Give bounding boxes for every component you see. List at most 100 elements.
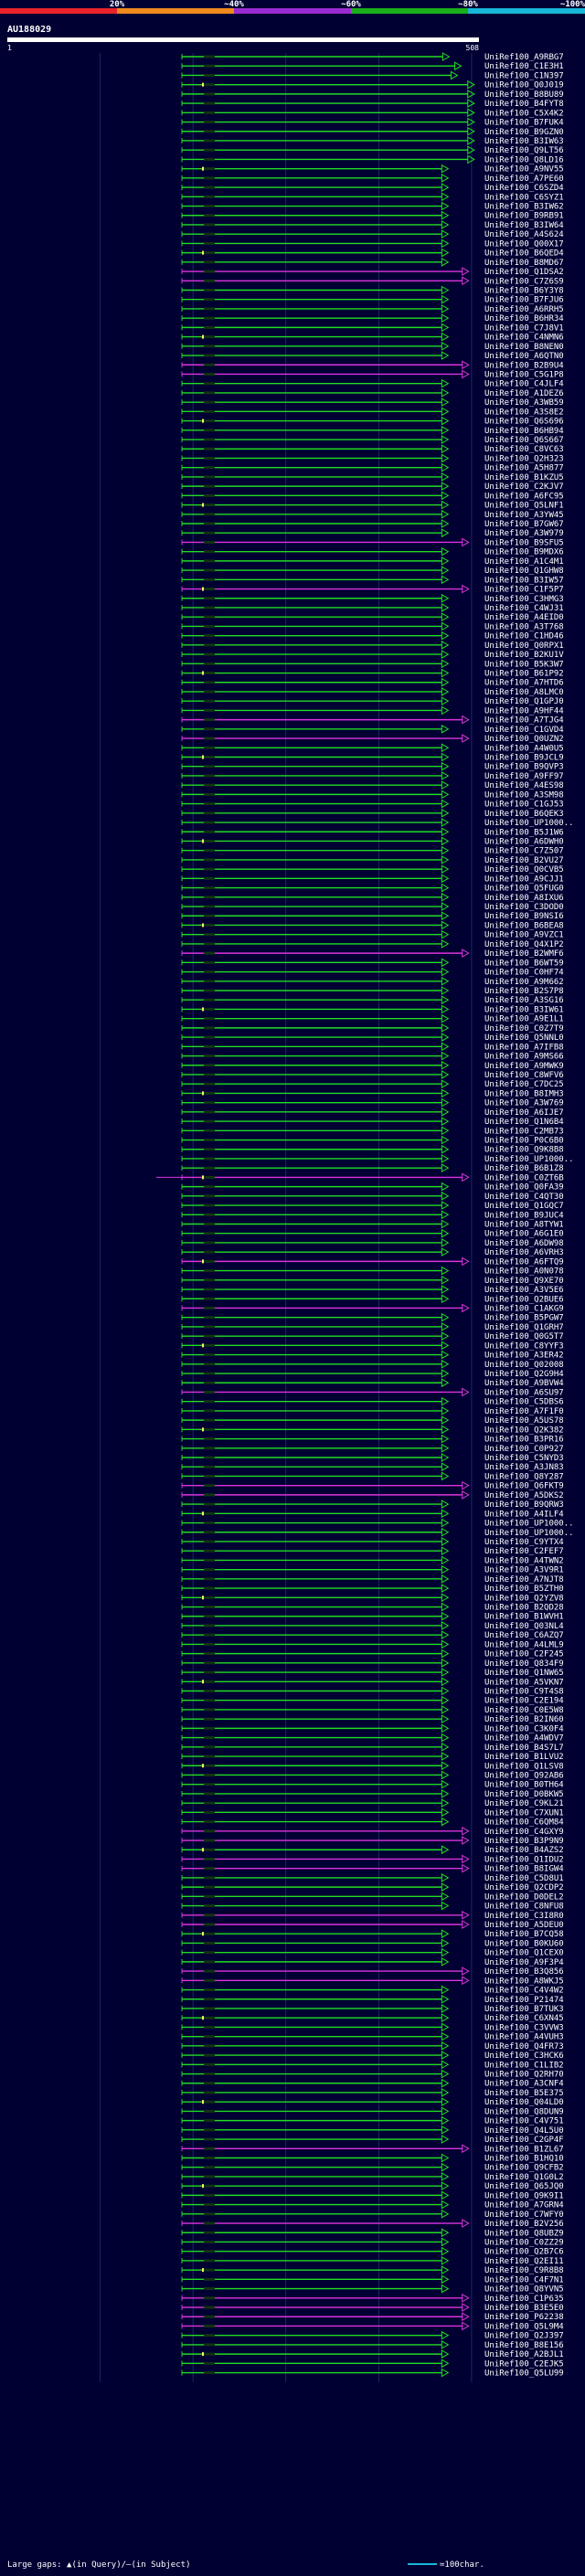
hit-label[interactable]: UniRef100_D0BKW5 xyxy=(484,1790,564,1799)
hit-row[interactable] xyxy=(181,248,450,258)
hit-row[interactable] xyxy=(181,2190,450,2200)
hit-row[interactable] xyxy=(181,1434,450,1444)
hit-label[interactable]: UniRef100_C0ZZ29 xyxy=(484,2238,564,2247)
hit-row[interactable] xyxy=(181,1537,450,1546)
hit-label[interactable]: UniRef100_Q1G0L2 xyxy=(484,2173,564,2182)
hit-row[interactable] xyxy=(181,1490,470,1500)
hit-label[interactable]: UniRef100_B2WMF6 xyxy=(484,949,564,959)
hit-row[interactable] xyxy=(181,1845,450,1855)
hit-label[interactable]: UniRef100_UP1000.. xyxy=(484,1529,574,1538)
hit-label[interactable]: UniRef100_A5DEU0 xyxy=(484,1921,564,1930)
hit-label[interactable]: UniRef100_UP1000.. xyxy=(484,1520,574,1529)
hit-row[interactable] xyxy=(181,546,450,557)
hit-row[interactable] xyxy=(181,2246,450,2256)
hit-row[interactable] xyxy=(181,1331,450,1341)
hit-row[interactable] xyxy=(181,1695,450,1705)
hit-label[interactable]: UniRef100_Q6FKT9 xyxy=(484,1482,564,1491)
hit-label[interactable]: UniRef100_A8TYW1 xyxy=(484,1221,564,1230)
hit-label[interactable]: UniRef100_C0E5W8 xyxy=(484,1706,564,1715)
hit-row[interactable] xyxy=(181,1733,450,1743)
hit-label[interactable]: UniRef100_A4LML9 xyxy=(484,1640,564,1649)
hit-label[interactable]: UniRef100_A6RRH5 xyxy=(484,305,564,314)
hit-label[interactable]: UniRef100_A7HTD6 xyxy=(484,679,564,688)
hit-row[interactable] xyxy=(181,1668,450,1677)
hit-row[interactable] xyxy=(181,257,450,267)
hit-label[interactable]: UniRef100_A6FC95 xyxy=(484,492,564,501)
hit-label[interactable]: UniRef100_A3V5E6 xyxy=(484,1286,564,1295)
hit-row[interactable] xyxy=(181,2153,450,2163)
hit-row[interactable] xyxy=(181,52,451,61)
hit-label[interactable]: UniRef100_A3S8E2 xyxy=(484,408,564,417)
hit-row[interactable] xyxy=(181,1976,470,1986)
hit-label[interactable]: UniRef100_C2EJK5 xyxy=(484,2359,564,2369)
hit-row[interactable] xyxy=(181,145,475,155)
hit-row[interactable] xyxy=(181,1546,450,1556)
hit-row[interactable] xyxy=(181,734,470,743)
hit-label[interactable]: UniRef100_B3IW61 xyxy=(484,1005,564,1014)
hit-label[interactable]: UniRef100_Q1GHW8 xyxy=(484,567,564,576)
hit-row[interactable] xyxy=(181,2088,450,2097)
hit-label[interactable]: UniRef100_C7DC25 xyxy=(484,1080,564,1089)
hit-row[interactable] xyxy=(181,845,450,855)
hit-row[interactable] xyxy=(181,752,450,762)
hit-row[interactable] xyxy=(181,61,463,71)
hit-row[interactable] xyxy=(181,677,450,687)
hit-label[interactable]: UniRef100_Q2B7C6 xyxy=(484,2248,564,2257)
hit-label[interactable]: UniRef100_C2MB73 xyxy=(484,1127,564,1136)
hit-row[interactable] xyxy=(181,566,450,575)
hit-label[interactable]: UniRef100_A3W769 xyxy=(484,1099,564,1108)
hit-label[interactable]: UniRef100_C4WJ31 xyxy=(484,604,564,613)
hit-row[interactable] xyxy=(181,2172,450,2181)
hit-label[interactable]: UniRef100_A2BJL1 xyxy=(484,2350,564,2359)
hit-label[interactable]: UniRef100_A9NV55 xyxy=(484,165,564,175)
hit-row[interactable] xyxy=(181,1453,450,1462)
hit-label[interactable]: UniRef100_B3IW63 xyxy=(484,137,564,146)
hit-row[interactable] xyxy=(181,650,450,659)
hit-row[interactable] xyxy=(181,183,450,192)
hit-row[interactable] xyxy=(181,2162,450,2172)
hit-label[interactable]: UniRef100_B2B9U4 xyxy=(484,361,564,370)
hit-row[interactable] xyxy=(181,1191,450,1201)
hit-label[interactable]: UniRef100_Q04LD0 xyxy=(484,2098,564,2107)
hit-row[interactable] xyxy=(181,1285,450,1294)
hit-label[interactable]: UniRef100_A3YW45 xyxy=(484,511,564,520)
hit-row[interactable] xyxy=(181,1527,450,1537)
hit-label[interactable]: UniRef100_C5NYD3 xyxy=(484,1454,564,1463)
hit-label[interactable]: UniRef100_B6B1Z8 xyxy=(484,1164,564,1173)
hit-label[interactable]: UniRef100_A1DEZ6 xyxy=(484,389,564,398)
hit-row[interactable] xyxy=(181,1705,450,1714)
hit-row[interactable] xyxy=(181,2022,450,2032)
hit-label[interactable]: UniRef100_B1ZL67 xyxy=(484,2145,564,2154)
hit-row[interactable] xyxy=(181,1163,450,1173)
hit-row[interactable] xyxy=(181,537,470,547)
hit-row[interactable] xyxy=(181,173,450,183)
hit-row[interactable] xyxy=(181,80,475,90)
hit-row[interactable] xyxy=(181,1201,450,1210)
hit-label[interactable]: UniRef100_C3HCK6 xyxy=(484,2051,564,2061)
hit-label[interactable]: UniRef100_A9F3P4 xyxy=(484,1958,564,1967)
hit-label[interactable]: UniRef100_A5VKN7 xyxy=(484,1678,564,1687)
hit-label[interactable]: UniRef100_Q0FA39 xyxy=(484,1183,564,1193)
hit-label[interactable]: UniRef100_A4ES98 xyxy=(484,781,564,790)
hit-row[interactable] xyxy=(181,1117,450,1126)
hit-label[interactable]: UniRef100_A3ER42 xyxy=(484,1352,564,1361)
hit-label[interactable]: UniRef100_C7WFY0 xyxy=(484,2210,564,2220)
hit-row[interactable] xyxy=(181,1369,450,1378)
hit-label[interactable]: UniRef100_C3K0F4 xyxy=(484,1724,564,1733)
hit-label[interactable]: UniRef100_Q834F9 xyxy=(484,1659,564,1669)
hit-label[interactable]: UniRef100_Q9CFB2 xyxy=(484,2164,564,2173)
hit-label[interactable]: UniRef100_A9CJJ1 xyxy=(484,875,564,884)
hit-label[interactable]: UniRef100_Q92AB6 xyxy=(484,1771,564,1780)
hit-row[interactable] xyxy=(181,1350,450,1360)
hit-label[interactable]: UniRef100_Q8Y287 xyxy=(484,1472,564,1481)
hit-row[interactable] xyxy=(181,425,450,435)
hit-row[interactable] xyxy=(181,108,475,118)
hit-label[interactable]: UniRef100_Q8YVN5 xyxy=(484,2285,564,2295)
hit-label[interactable]: UniRef100_A9VZC1 xyxy=(484,931,564,940)
hit-label[interactable]: UniRef100_Q5LNF1 xyxy=(484,502,564,511)
hit-row[interactable] xyxy=(181,1779,450,1789)
hit-row[interactable] xyxy=(181,1826,470,1836)
hit-row[interactable] xyxy=(181,210,450,220)
hit-label[interactable]: UniRef100_C9YTX4 xyxy=(484,1538,564,1547)
hit-row[interactable] xyxy=(181,1079,450,1089)
